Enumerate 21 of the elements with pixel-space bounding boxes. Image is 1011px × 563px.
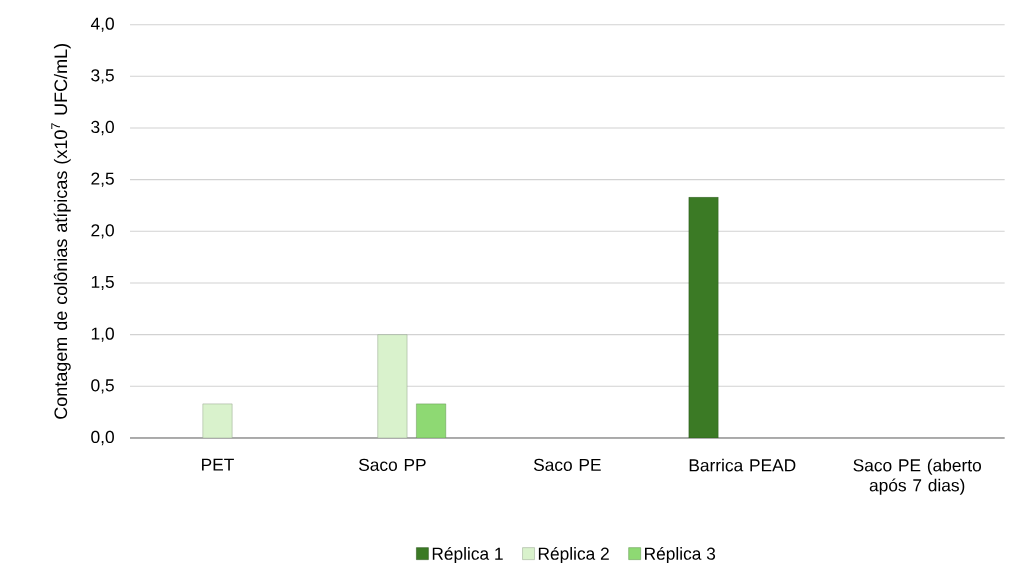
bar (377, 334, 408, 438)
x-tick-label: Saco PP (359, 458, 426, 471)
y-tick-label: 2,5 (91, 172, 114, 187)
y-tick-label: 0,0 (91, 430, 114, 446)
legend-label: Réplica 2 (538, 546, 609, 563)
bar (202, 403, 233, 438)
y-tick-label: 3,0 (91, 120, 114, 136)
x-tick-label: Saco PE (533, 458, 601, 471)
legend-label: Réplica 1 (432, 546, 503, 563)
y-tick-label: 1,0 (91, 327, 114, 342)
y-tick-label: 2,0 (91, 224, 114, 239)
x-tick-label: Barrica PEAD (689, 458, 796, 472)
y-tick-label: 3,5 (91, 69, 114, 84)
x-tick-label: PET (202, 458, 234, 471)
bar (688, 196, 719, 438)
y-tick-label: 4,0 (90, 17, 114, 32)
legend-label: Réplica 3 (645, 546, 716, 563)
y-tick-label: 1,5 (91, 275, 114, 291)
y-axis-title: Contagem de colônias atípicas (x10$^{7}$ UFC/mL) (51, 44, 71, 419)
y-tick-label: 0,5 (91, 379, 114, 394)
x-tick-label: Saco PE (aberto após 7 dias) (853, 458, 981, 495)
